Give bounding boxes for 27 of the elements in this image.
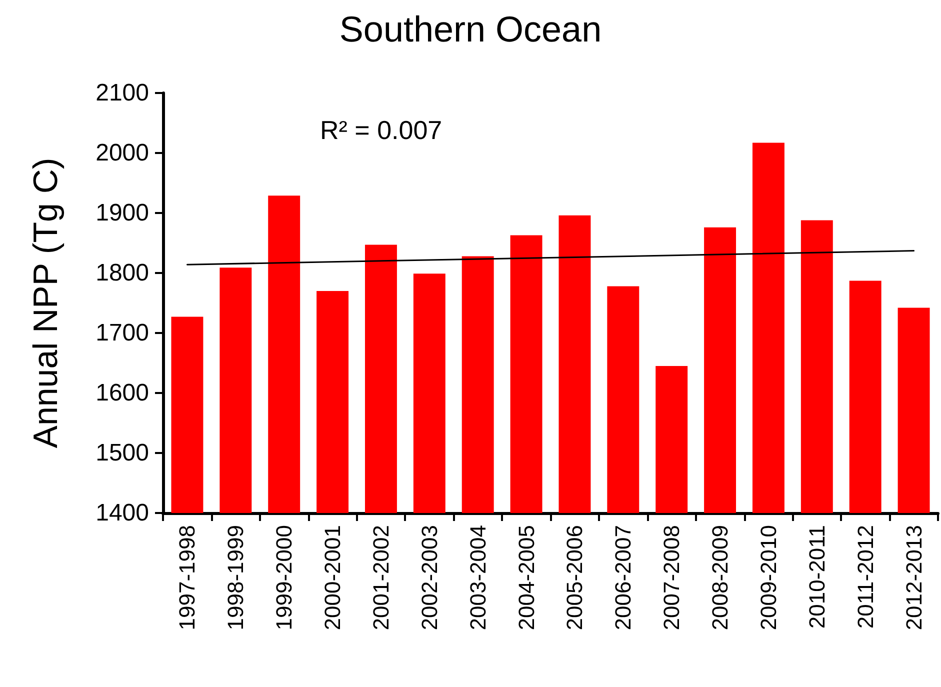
x-tick-label: 2003-2004 xyxy=(465,525,490,630)
chart-title: Southern Ocean xyxy=(339,8,602,50)
x-tick-label: 2002-2003 xyxy=(416,525,442,630)
x-tick-label: 2010-2011 xyxy=(804,525,830,629)
y-tick-label: 1700 xyxy=(96,320,149,346)
x-tick-label: 2011-2012 xyxy=(852,525,878,629)
x-tick-label: 2000-2001 xyxy=(320,525,346,630)
y-tick-label: 1900 xyxy=(96,200,149,226)
y-tick-label: 2000 xyxy=(96,140,149,166)
x-tick-label: 2005-2006 xyxy=(562,525,588,630)
x-tick-label: 2008-2009 xyxy=(708,525,733,630)
annotation: R² = 0.007 xyxy=(320,115,442,145)
x-tick-label: 2009-2010 xyxy=(756,525,781,630)
x-tick-label: 2001-2002 xyxy=(368,525,394,630)
y-axis-title: Annual NPP (Tg C) xyxy=(27,158,65,448)
y-tick-label: 1500 xyxy=(96,440,149,466)
y-tick-label: 1400 xyxy=(96,500,149,526)
x-tick-label: 2007-2008 xyxy=(659,525,684,630)
y-tick-label: 1600 xyxy=(96,380,149,406)
x-tick-label: 2012-2013 xyxy=(901,525,926,630)
y-tick-label: 2100 xyxy=(96,80,149,106)
y-tick-label: 1800 xyxy=(96,260,149,286)
x-tick-label: 1999-2000 xyxy=(272,525,297,630)
x-tick-label: 1998-1999 xyxy=(223,525,248,630)
x-tick-label: 1997-1998 xyxy=(174,525,200,630)
x-tick-label: 2006-2007 xyxy=(610,525,636,630)
x-tick-label: 2004-2005 xyxy=(514,525,539,630)
